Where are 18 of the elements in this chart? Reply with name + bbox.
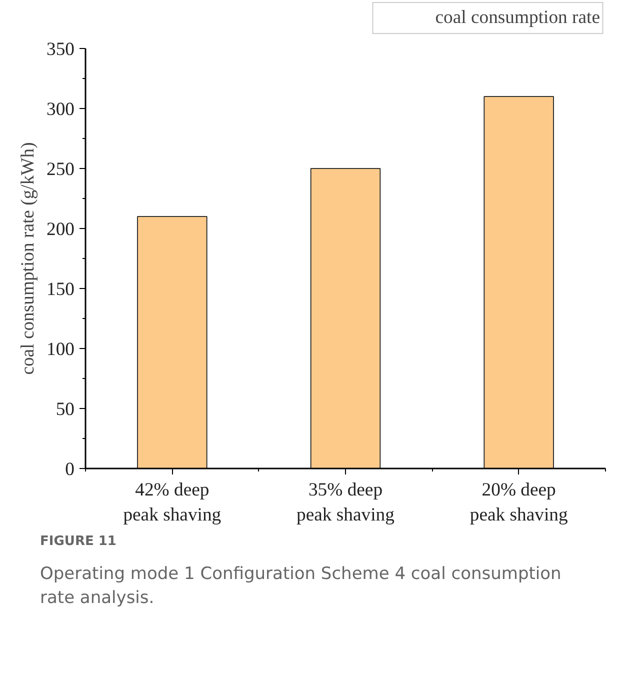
bar <box>484 96 554 468</box>
x-tick-label: 42% deep peak shaving <box>123 480 222 526</box>
x-tick-label: 35% deep peak shaving <box>296 480 394 526</box>
y-tick-label: 300 <box>46 99 74 120</box>
y-tick-label: 200 <box>46 219 74 240</box>
caption: FIGURE 11 <box>40 533 116 551</box>
y-tick-label: 50 <box>56 399 74 420</box>
y-tick-label: 150 <box>46 279 74 300</box>
bar <box>310 168 381 468</box>
text: coal consumption rate <box>435 7 600 29</box>
y-axis-title: coal consumption rate (g/kWh) <box>18 142 39 375</box>
x-tick-label: 20% deep peak shaving <box>470 480 568 526</box>
y-tick-label: 100 <box>46 339 74 360</box>
y-tick-label: 350 <box>46 39 74 60</box>
y-tick-label: 250 <box>46 159 74 180</box>
bar <box>137 216 208 468</box>
text: Operating mode 1 Configuration Scheme 4 coal consumption rate analysis. <box>40 562 562 610</box>
y-tick-label: 0 <box>65 459 74 480</box>
